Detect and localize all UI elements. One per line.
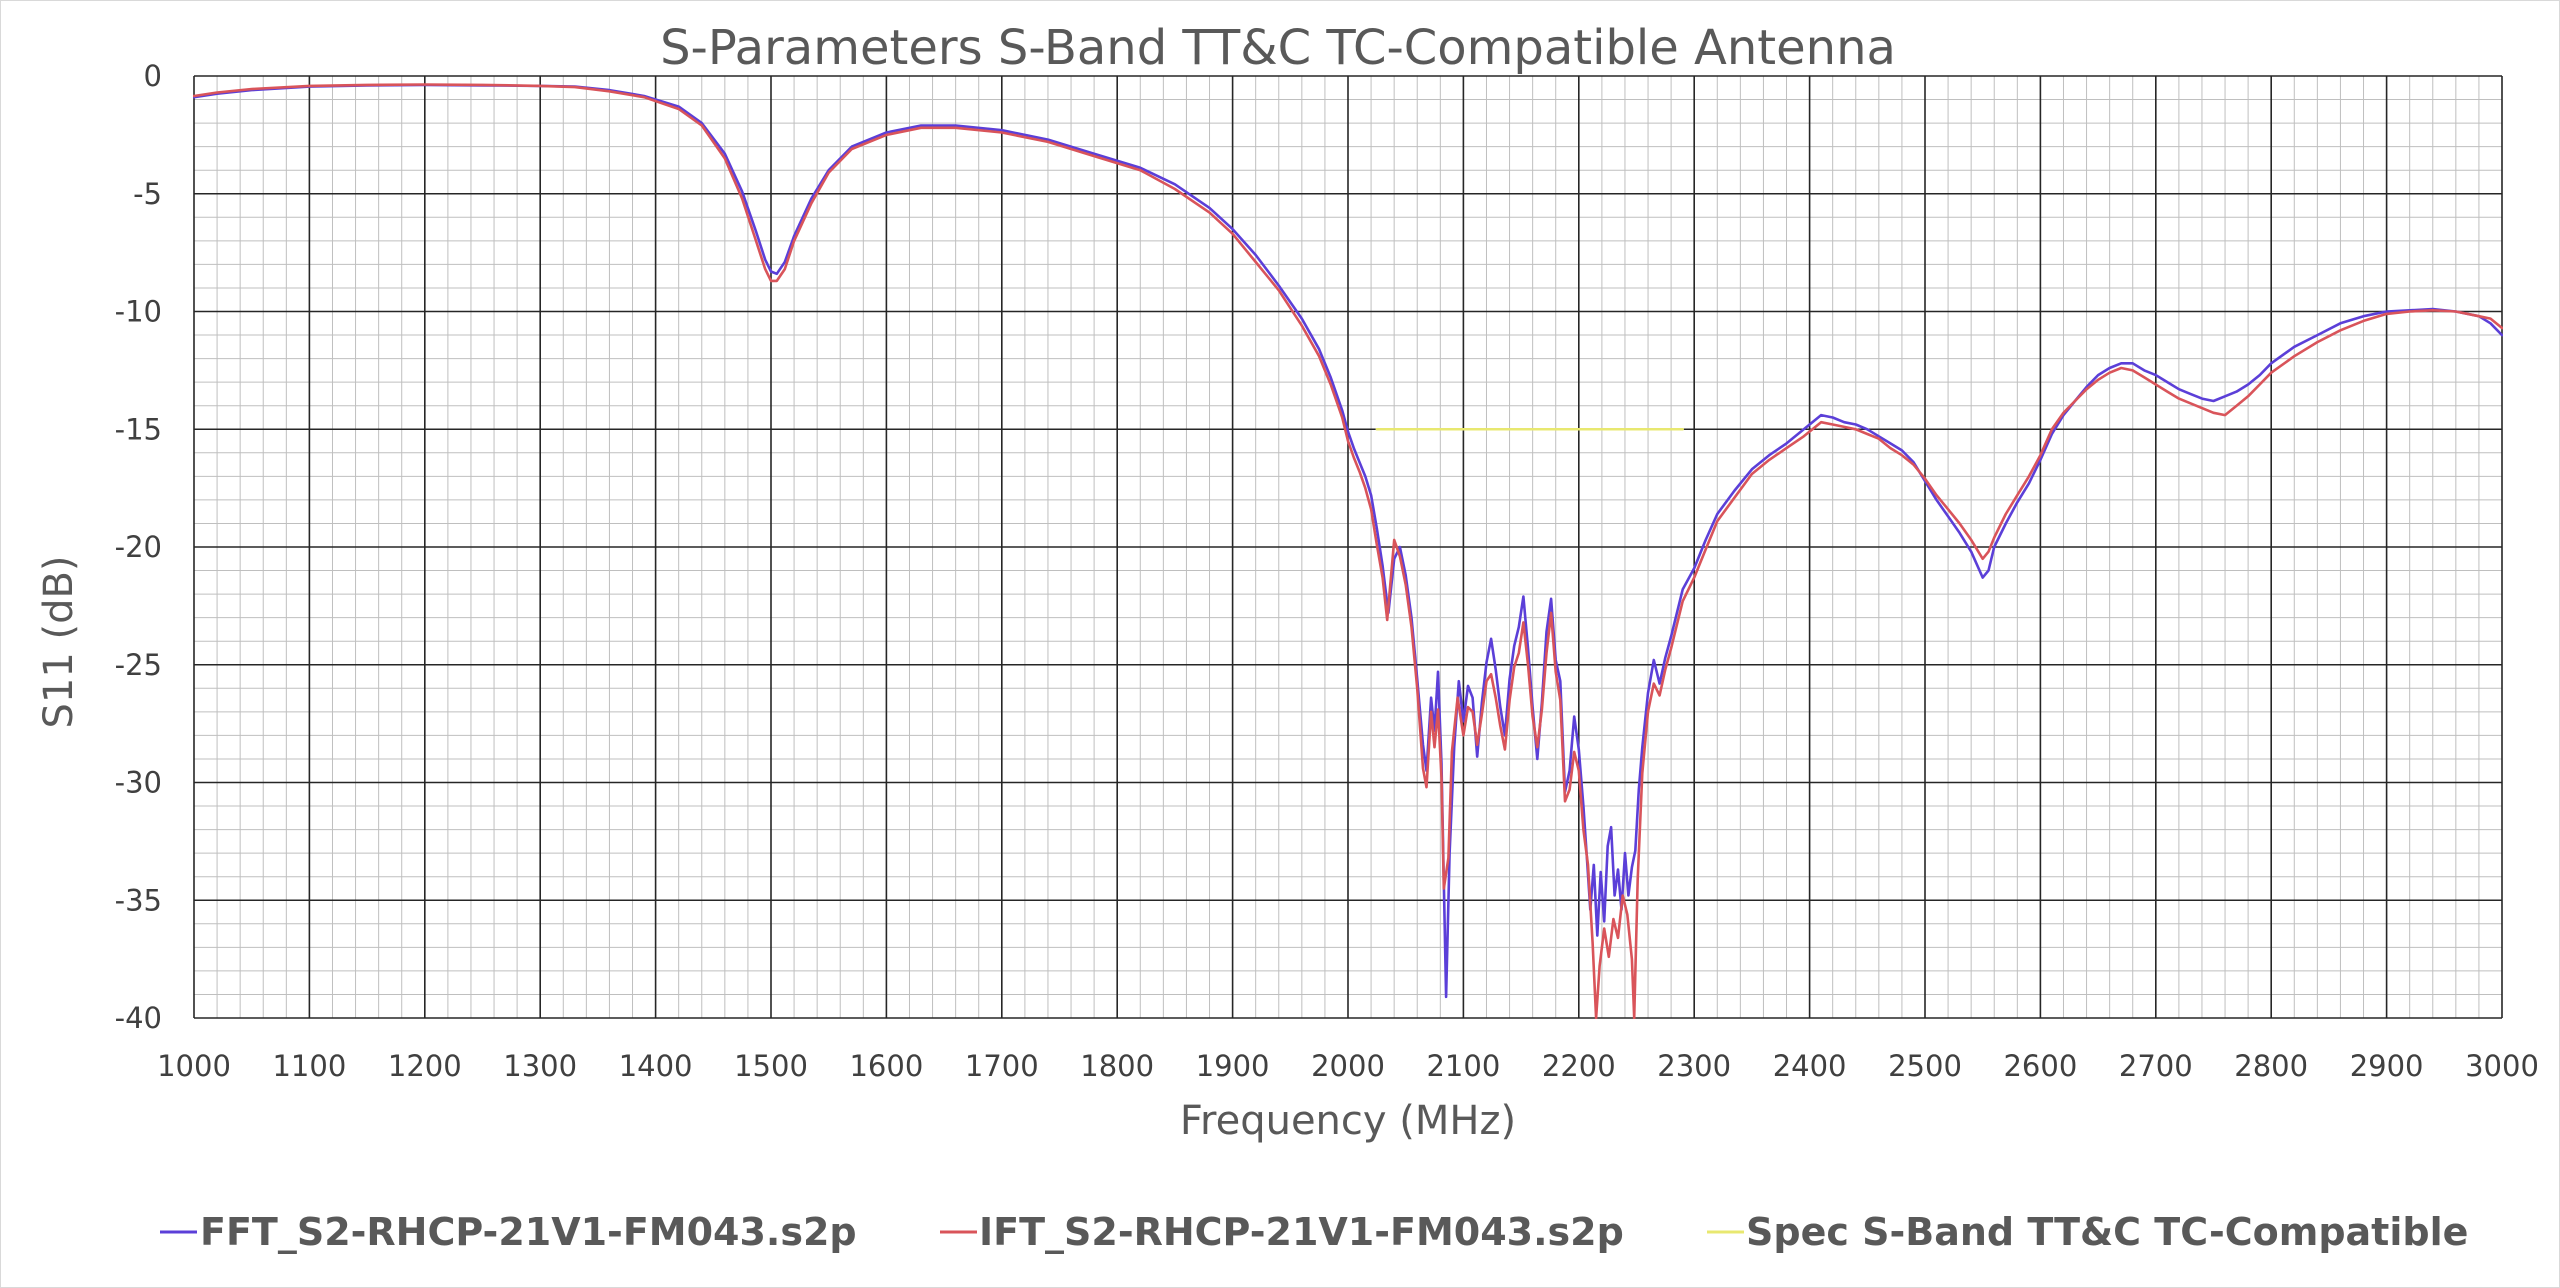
x-tick-label: 2300 [1657,1049,1731,1083]
x-tick-label: 1100 [272,1049,346,1083]
x-tick-label: 2700 [2119,1049,2193,1083]
x-tick-label: 2100 [1426,1049,1500,1083]
x-tick-label: 1000 [157,1049,231,1083]
x-axis-title: Frequency (MHz) [1180,1098,1516,1144]
x-tick-label: 2500 [1888,1049,1962,1083]
plot-area [193,83,2503,1019]
x-tick-label: 2400 [1773,1049,1847,1083]
x-tick-label: 1700 [965,1049,1039,1083]
legend-label-spec: Spec S-Band TT&C TC-Compatible [1746,1210,2468,1254]
series-layer [193,83,2503,1019]
legend: FFT_S2-RHCP-21V1-FM043.s2p IFT_S2-RHCP-2… [160,1210,2468,1254]
y-tick-label: -35 [115,883,162,917]
legend-item-ift: IFT_S2-RHCP-21V1-FM043.s2p [940,1210,1624,1254]
x-axis-tick-labels: 1000 1100 1200 1300 1400 1500 1600 1700 1800 1900… [157,1049,2539,1083]
y-tick-label: -25 [115,648,162,682]
legend-item-spec: Spec S-Band TT&C TC-Compatible [1707,1210,2468,1254]
y-tick-label: -10 [115,295,162,329]
y-tick-label: -15 [115,412,162,446]
series-line-0 [193,83,2503,999]
x-tick-label: 1300 [503,1049,577,1083]
x-tick-label: 1600 [849,1049,923,1083]
y-tick-label: -30 [115,766,162,800]
x-tick-label: 1400 [619,1049,693,1083]
y-tick-label: -40 [115,1001,162,1035]
x-tick-label: 2900 [2350,1049,2424,1083]
y-axis-title: S11 (dB) [36,555,82,728]
x-tick-label: 1200 [388,1049,462,1083]
legend-item-fft: FFT_S2-RHCP-21V1-FM043.s2p [160,1210,857,1254]
y-tick-label: -20 [115,530,162,564]
x-tick-label: 1500 [734,1049,808,1083]
chart-title: S-Parameters S-Band TT&C TC-Compatible A… [660,20,1896,76]
x-tick-label: 2800 [2234,1049,2308,1083]
y-tick-label: 0 [144,59,162,93]
legend-label-ift: IFT_S2-RHCP-21V1-FM043.s2p [979,1210,1624,1254]
y-axis-tick-labels: 0 -5 -10 -15 -20 -25 -30 -35 -40 [115,59,162,1035]
x-tick-label: 1900 [1196,1049,1270,1083]
y-tick-label: -5 [133,177,162,211]
x-tick-label: 2600 [2003,1049,2077,1083]
x-tick-label: 1800 [1080,1049,1154,1083]
x-tick-label: 2200 [1542,1049,1616,1083]
series-line-1 [193,83,2503,1019]
x-tick-label: 3000 [2465,1049,2539,1083]
legend-label-fft: FFT_S2-RHCP-21V1-FM043.s2p [200,1210,857,1254]
major-gridlines [193,75,2503,1019]
x-tick-label: 2000 [1311,1049,1385,1083]
